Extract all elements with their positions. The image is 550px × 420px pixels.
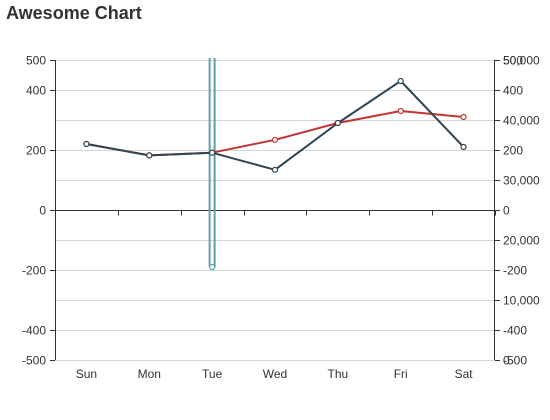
- y-right-a-tick-label: 200: [503, 144, 523, 158]
- y-left-tick-label: -200: [22, 264, 46, 278]
- series-point-0: [460, 113, 467, 121]
- y-left-tick-label: 500: [26, 54, 46, 68]
- y-right-a-tick-label: -200: [503, 264, 527, 278]
- series-point-1: [146, 152, 153, 159]
- y-right-a-tick-label: -400: [503, 324, 527, 338]
- series-point-1: [334, 119, 341, 127]
- series-line-0: [86, 110, 464, 157]
- y-left-tick-label: 400: [26, 84, 46, 98]
- y-right-a-tick-label: 500: [503, 54, 523, 68]
- x-tick-label: Sat: [455, 367, 474, 381]
- y-right-b-tick-label: 0: [503, 354, 510, 368]
- y-left-tick-label: -500: [22, 354, 46, 368]
- series-point-0: [271, 136, 279, 143]
- y-right-a-tick-label: 0: [503, 204, 510, 218]
- x-tick-label: Mon: [138, 367, 161, 381]
- y-right-a-tick-label: -500: [503, 354, 527, 368]
- series-point-0: [397, 107, 404, 115]
- series-point-1: [209, 149, 216, 156]
- x-tick-label: Sun: [76, 367, 97, 381]
- y-right-b-tick-label: 30,000: [503, 174, 540, 188]
- y-left-tick-label: 200: [26, 144, 46, 158]
- y-right-a-tick-label: 400: [503, 84, 523, 98]
- series-line-1: [86, 80, 465, 171]
- y-right-b-tick-label: 50,000: [503, 54, 540, 68]
- y-left-tick-label: -400: [22, 324, 46, 338]
- x-tick-label: Wed: [263, 367, 287, 381]
- chart-title: Awesome Chart: [6, 3, 142, 23]
- y-right-b-tick-label: 20,000: [503, 234, 540, 248]
- series-point-1: [83, 140, 90, 148]
- teal-series-point: [209, 263, 216, 271]
- x-tick-label: Tue: [202, 367, 223, 381]
- series-point-1: [397, 77, 404, 85]
- x-tick-label: Thu: [328, 367, 349, 381]
- y-right-b-tick-label: 10,000: [503, 294, 540, 308]
- y-left-tick-label: 0: [39, 204, 46, 218]
- x-tick-label: Fri: [394, 367, 408, 381]
- series-point-1: [271, 166, 279, 173]
- y-right-b-tick-label: 40,000: [503, 114, 540, 128]
- series-point-1: [460, 143, 467, 151]
